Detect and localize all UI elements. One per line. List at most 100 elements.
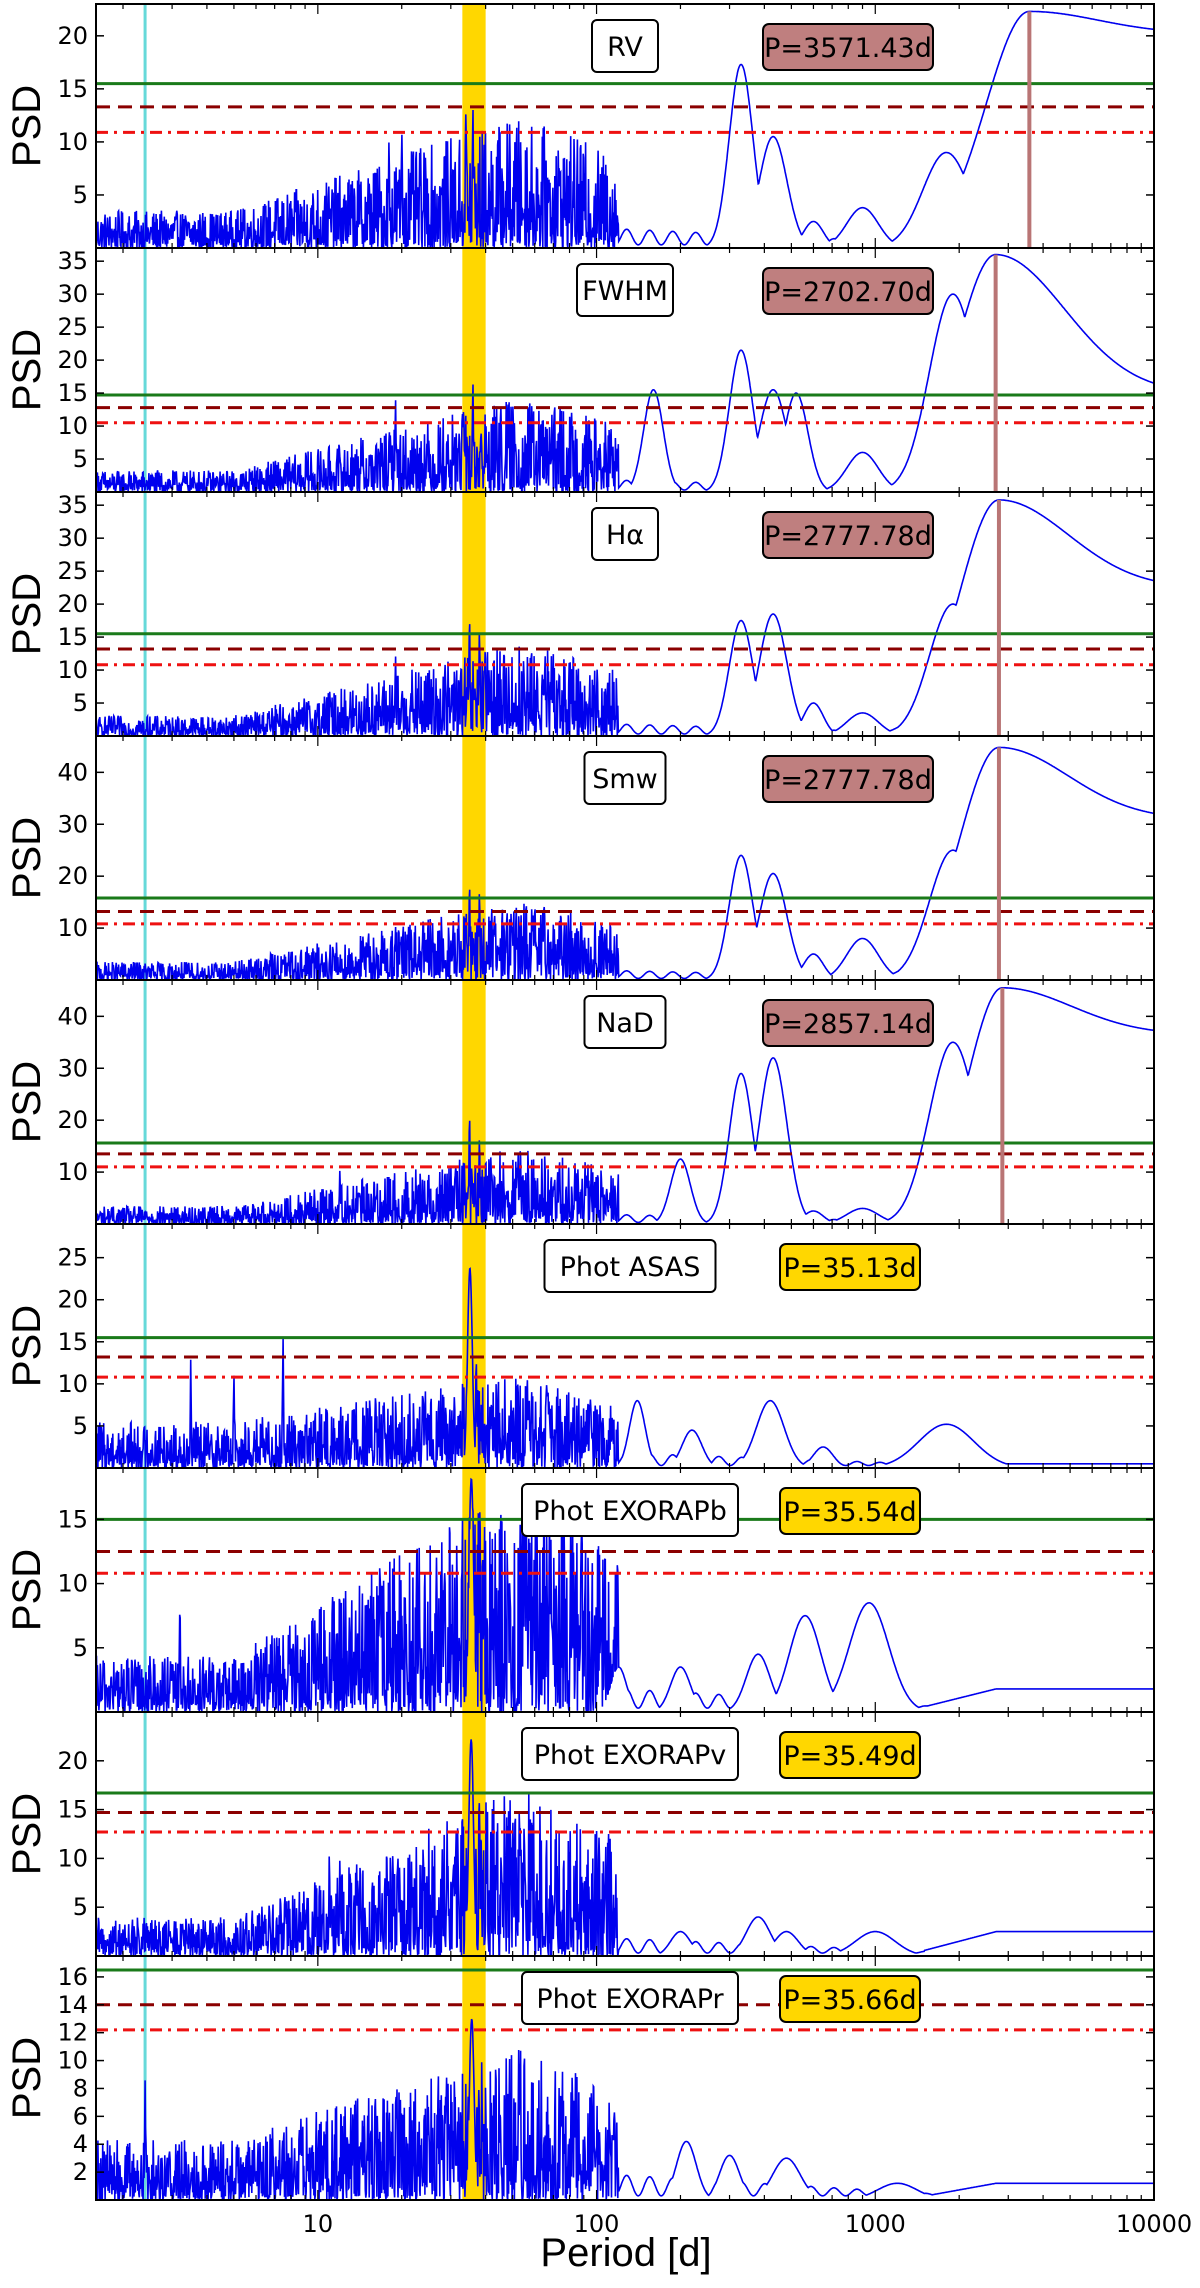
y-tick-label: 35 xyxy=(57,491,88,519)
y-tick-label: 10 xyxy=(57,2047,88,2075)
dataset-name: Hα xyxy=(606,520,644,551)
dataset-name-box xyxy=(583,995,667,1049)
dataset-name: Phot ASAS xyxy=(560,1252,701,1283)
peak-period-box xyxy=(762,23,934,71)
periodogram-line xyxy=(96,1739,1154,1956)
y-tick-label: 20 xyxy=(57,590,88,618)
panel-4: 10 20 30 40 PSD NaD P=2857.14d xyxy=(5,979,1155,1225)
peak-period-box xyxy=(762,511,934,559)
peak-period-box xyxy=(779,1487,921,1535)
y-tick-label: 30 xyxy=(57,810,88,838)
y-tick-label: 35 xyxy=(57,247,88,275)
y-axis-label: PSD xyxy=(5,1305,49,1387)
panel-plot-area xyxy=(96,1224,1154,1468)
panel-1: 5 10 15 20 25 30 35 PSD FWHM P=2702.70d xyxy=(5,247,1155,493)
y-tick-label: 10 xyxy=(57,1844,88,1872)
y-tick-label: 10 xyxy=(57,1370,88,1398)
y-tick-label: 15 xyxy=(57,623,88,651)
y-tick-label: 5 xyxy=(73,689,88,717)
y-tick-label: 20 xyxy=(57,1286,88,1314)
peak-period-label: P=35.49d xyxy=(783,1741,916,1772)
y-tick-label: 5 xyxy=(73,445,88,473)
y-tick-label: 20 xyxy=(57,346,88,374)
y-tick-label: 20 xyxy=(57,1747,88,1775)
panel-5: 5 10 15 20 25 PSD Phot ASAS P=35.13d xyxy=(5,1223,1155,1469)
y-tick-label: 6 xyxy=(73,2102,88,2130)
dataset-name-box xyxy=(591,507,659,561)
peak-period-label: P=35.66d xyxy=(783,1985,916,2016)
dataset-name: NaD xyxy=(596,1008,654,1039)
y-tick-label: 10 xyxy=(57,1570,88,1598)
periodogram-line xyxy=(96,1477,1154,1712)
x-axis: 10 100 1000 10000 xyxy=(303,2210,1193,2238)
y-tick-label: 10 xyxy=(57,412,88,440)
y-tick-label: 30 xyxy=(57,1054,88,1082)
y-axis-label: PSD xyxy=(5,817,49,899)
peak-period-box xyxy=(779,1731,921,1779)
y-tick-label: 15 xyxy=(57,379,88,407)
periodogram-line xyxy=(96,746,1154,980)
panel-plot-area xyxy=(96,736,1154,980)
peak-period-label: P=2777.78d xyxy=(764,521,932,552)
y-tick-label: 15 xyxy=(57,1505,88,1533)
dataset-name: RV xyxy=(607,32,643,63)
y-tick-label: 25 xyxy=(57,557,88,585)
y-tick-label: 10 xyxy=(57,128,88,156)
y-tick-label: 8 xyxy=(73,2074,88,2102)
y-tick-label: 5 xyxy=(73,1634,88,1662)
y-tick-label: 25 xyxy=(57,313,88,341)
y-tick-label: 14 xyxy=(57,1991,88,2019)
peak-period-label: P=35.13d xyxy=(783,1253,916,1284)
dataset-name: Phot EXORAPr xyxy=(536,1984,724,2015)
dataset-name: Smw xyxy=(592,764,658,795)
y-axis-label: PSD xyxy=(5,573,49,655)
dataset-name: FWHM xyxy=(582,276,668,307)
dataset-name-box xyxy=(521,1727,739,1781)
peak-period-label: P=2777.78d xyxy=(764,765,932,796)
y-tick-label: 4 xyxy=(73,2130,88,2158)
y-tick-label: 12 xyxy=(57,2019,88,2047)
peak-period-box xyxy=(762,267,934,315)
y-tick-label: 15 xyxy=(57,75,88,103)
panel-6: 5 10 15 PSD Phot EXORAPb P=35.54d xyxy=(5,1467,1155,1713)
panel-2: 5 10 15 20 25 30 35 PSD Hα P=2777.78d xyxy=(5,491,1155,737)
periodogram-line xyxy=(96,2018,1154,2200)
y-tick-label: 20 xyxy=(57,22,88,50)
y-tick-label: 40 xyxy=(57,758,88,786)
dataset-name-box xyxy=(543,1239,717,1293)
periodogram-line xyxy=(96,499,1154,736)
x-tick-label: 100 xyxy=(574,2210,620,2238)
x-tick-label: 10 xyxy=(303,2210,334,2238)
peak-period-box xyxy=(779,1975,921,2023)
y-axis-label: PSD xyxy=(5,1793,49,1875)
y-tick-label: 10 xyxy=(57,1158,88,1186)
y-tick-label: 15 xyxy=(57,1796,88,1824)
y-tick-label: 20 xyxy=(57,1106,88,1134)
dataset-name-box xyxy=(576,263,674,317)
periodogram-line xyxy=(96,986,1154,1224)
y-axis-label: PSD xyxy=(5,329,49,411)
dataset-name-box xyxy=(521,1483,739,1537)
panel-frame xyxy=(95,1955,1155,2201)
peak-period-label: P=2702.70d xyxy=(764,277,932,308)
dataset-name-box xyxy=(521,1971,739,2025)
peak-period-box xyxy=(762,755,934,803)
panel-plot-area xyxy=(96,980,1154,1224)
y-tick-label: 30 xyxy=(57,280,88,308)
y-tick-label: 16 xyxy=(57,1963,88,1991)
dataset-name: Phot EXORAPb xyxy=(533,1496,727,1527)
y-tick-label: 25 xyxy=(57,1244,88,1272)
panel-plot-area xyxy=(96,1712,1154,1956)
y-axis-label: PSD xyxy=(5,1549,49,1631)
peak-period-label: P=3571.43d xyxy=(764,33,932,64)
periodogram-line xyxy=(96,1267,1154,1468)
y-tick-label: 2 xyxy=(73,2158,88,2186)
y-tick-label: 40 xyxy=(57,1002,88,1030)
y-tick-label: 20 xyxy=(57,862,88,890)
x-tick-label: 10000 xyxy=(1116,2210,1192,2238)
y-tick-label: 10 xyxy=(57,656,88,684)
dataset-name-box xyxy=(583,751,667,805)
